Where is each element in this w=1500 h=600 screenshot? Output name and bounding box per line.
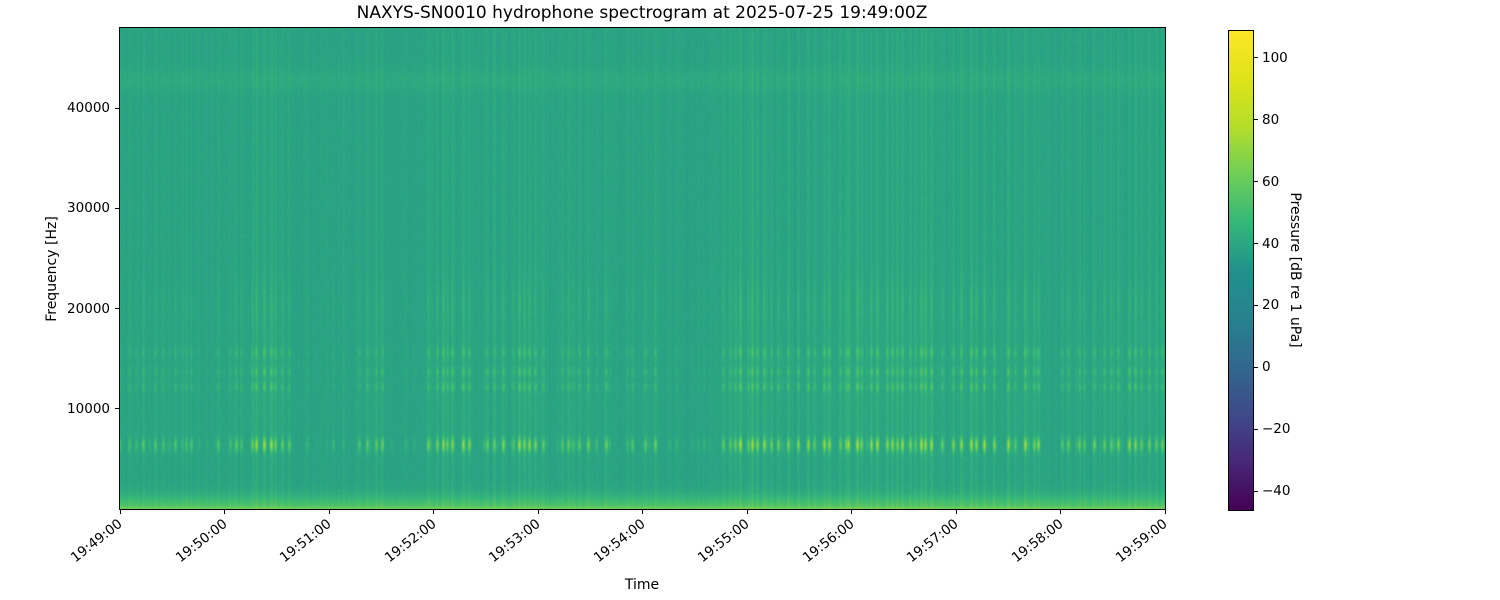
y-tick-mark	[115, 408, 119, 410]
colorbar-label: Pressure [dB re 1 uPa]	[1287, 192, 1303, 348]
y-tick-mark	[115, 308, 119, 310]
colorbar-tick-mark	[1254, 304, 1258, 306]
x-tick-mark	[1060, 510, 1061, 514]
y-tick-label: 30000	[67, 200, 110, 217]
x-tick-text: 19:58:00	[1008, 516, 1067, 566]
x-tick-mark	[433, 510, 434, 514]
x-tick-mark	[1164, 510, 1166, 514]
colorbar-tick-label: −40	[1262, 483, 1291, 500]
x-tick-mark	[642, 510, 643, 514]
x-tick-text: 19:52:00	[381, 516, 440, 566]
colorbar-tick-mark	[1254, 57, 1258, 59]
colorbar-tick-label: 40	[1262, 235, 1280, 252]
x-tick-mark	[119, 510, 121, 514]
x-tick-text: 19:54:00	[590, 516, 649, 566]
y-tick-label: 20000	[67, 300, 110, 317]
x-tick-text: 19:59:00	[1113, 516, 1171, 566]
colorbar-tick-label: 20	[1262, 297, 1280, 314]
chart-title: NAXYS-SN0010 hydrophone spectrogram at 2…	[356, 3, 928, 23]
x-tick-mark	[537, 510, 539, 514]
x-tick-mark	[328, 510, 330, 514]
x-axis-label: Time	[624, 577, 660, 593]
y-tick-label: 40000	[67, 100, 110, 117]
colorbar-tick-mark	[1254, 490, 1258, 492]
x-tick-text: 19:56:00	[799, 516, 858, 566]
colorbar-tick-label: 60	[1262, 173, 1280, 190]
x-tick-text: 19:57:00	[904, 516, 962, 566]
x-tick-text: 19:50:00	[172, 516, 231, 566]
colorbar-tick-mark	[1254, 243, 1258, 245]
x-tick-mark	[851, 510, 852, 514]
colorbar-tick-mark	[1254, 366, 1258, 368]
colorbar-tick-label: −20	[1262, 421, 1291, 438]
x-tick-text: 19:51:00	[277, 516, 335, 566]
x-tick-mark	[746, 510, 748, 514]
x-tick-mark	[955, 510, 957, 514]
colorbar-tick-label: 80	[1262, 111, 1280, 128]
x-tick-text: 19:55:00	[695, 516, 753, 566]
x-tick-text: 19:49:00	[68, 516, 126, 566]
y-tick-label: 10000	[67, 400, 110, 417]
colorbar-tick-mark	[1254, 181, 1258, 183]
colorbar-tick-mark	[1254, 119, 1258, 121]
spectrogram-heatmap	[120, 28, 1165, 509]
colorbar-tick-mark	[1254, 428, 1258, 430]
colorbar-gradient	[1229, 31, 1253, 510]
x-tick-text: 19:53:00	[486, 516, 544, 566]
colorbar-tick-label: 0	[1262, 359, 1271, 376]
y-tick-mark	[115, 207, 119, 209]
y-tick-mark	[115, 107, 119, 109]
colorbar-tick-label: 100	[1262, 49, 1288, 66]
x-tick-mark	[224, 510, 225, 514]
